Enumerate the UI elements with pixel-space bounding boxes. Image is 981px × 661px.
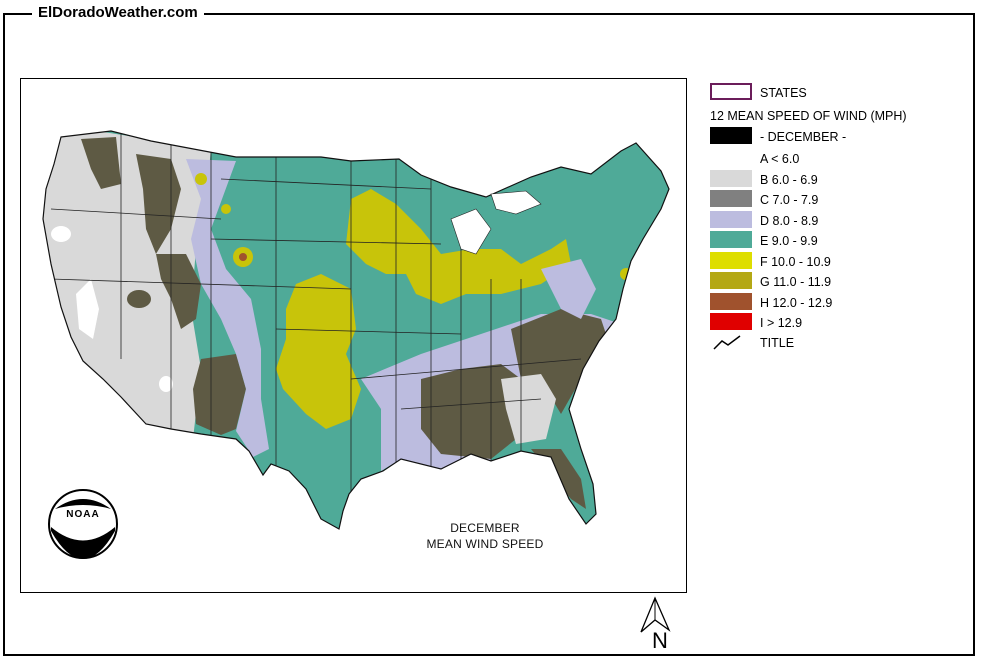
wind-speed-map[interactable]: [21, 79, 688, 594]
state-boundaries: [50, 131, 582, 509]
zone-c-idaho: [136, 154, 181, 254]
legend-class-swatch: [710, 292, 752, 310]
legend-class-swatch: [710, 169, 752, 187]
lake-michigan: [450, 208, 492, 255]
legend-title-row[interactable]: TITLE: [708, 332, 978, 352]
us-outline: [42, 130, 670, 530]
legend-class-label: H 12.0 - 12.9: [760, 295, 833, 310]
zone-f-lakes: [346, 189, 571, 304]
legend-class-row[interactable]: D 8.0 - 8.9: [708, 210, 978, 230]
legend-class-row[interactable]: G 11.0 - 11.9: [708, 271, 978, 291]
zone-c-cascades: [81, 137, 121, 189]
map-frame: DECEMBER MEAN WIND SPEED NOAA: [20, 78, 687, 593]
zone-d-rockies: [186, 159, 269, 457]
legend-class-label: I > 12.9: [760, 316, 803, 330]
noaa-logo-text: NOAA: [66, 509, 100, 520]
legend-states-row[interactable]: STATES: [708, 82, 978, 102]
legend-class-label: E 9.0 - 9.9: [760, 234, 818, 248]
legend-month-row: - DECEMBER -: [708, 126, 978, 146]
legend-class-swatch: [710, 149, 752, 166]
zone-f-plains: [276, 274, 361, 429]
legend-class-row[interactable]: H 12.0 - 12.9: [708, 292, 978, 312]
legend-class-swatch: [710, 313, 752, 330]
zone-c-deep-south: [421, 364, 521, 459]
legend-class-label: A < 6.0: [760, 152, 800, 166]
legend-month-label: - DECEMBER -: [760, 130, 847, 144]
title-line-icon: [713, 335, 741, 350]
legend-class-swatch: [710, 251, 752, 269]
map-caption-line2: MEAN WIND SPEED: [426, 537, 544, 551]
legend-class-swatch: [710, 231, 752, 248]
december-swatch: [710, 127, 752, 144]
legend-class-label: F 10.0 - 10.9: [760, 254, 831, 269]
legend-class-row[interactable]: C 7.0 - 7.9: [708, 189, 978, 209]
states-outline-swatch: [710, 83, 752, 100]
zone-f-montana-spot: [195, 173, 207, 185]
legend-class-row[interactable]: E 9.0 - 9.9: [708, 230, 978, 250]
legend-title-label: TITLE: [760, 336, 795, 350]
noaa-wing-icon: [55, 499, 111, 509]
zone-c-newmexico: [193, 354, 246, 435]
north-label: N: [652, 628, 668, 653]
legend-class-label: G 11.0 - 11.9: [760, 275, 832, 289]
legend-class-label: D 8.0 - 8.9: [760, 213, 819, 228]
site-title[interactable]: ElDoradoWeather.com: [32, 4, 204, 22]
zone-b-georgia: [501, 374, 556, 444]
legend-layer-title: 12 MEAN SPEED OF WIND (MPH): [710, 109, 907, 123]
zone-c-carolinas: [511, 309, 611, 414]
zone-a-arizona: [159, 376, 173, 392]
legend-class-swatch: [710, 190, 752, 207]
outer-frame: [3, 13, 975, 656]
zone-a-nevada: [76, 279, 99, 339]
zone-h-wyoming-spot: [239, 253, 247, 261]
legend-class-label: C 7.0 - 7.9: [760, 193, 819, 207]
legend-class-row[interactable]: B 6.0 - 6.9: [708, 169, 978, 189]
zone-d-appalachia: [541, 259, 596, 319]
north-arrow-icon: [640, 596, 671, 633]
zone-f-montana-spot-2: [221, 204, 231, 214]
legend-class-swatch: [710, 210, 752, 228]
legend-class-label: B 6.0 - 6.9: [760, 172, 818, 187]
zone-a-oregon: [51, 226, 71, 242]
legend-layer-title-row[interactable]: 12 MEAN SPEED OF WIND (MPH): [708, 105, 978, 125]
map-caption-line1: DECEMBER: [450, 521, 520, 535]
lake-superior: [490, 190, 542, 215]
legend-class-row[interactable]: A < 6.0: [708, 148, 978, 168]
zone-c-nevada-spot: [127, 290, 151, 308]
legend-class-row[interactable]: I > 12.9: [708, 312, 978, 332]
legend-class-swatch: [710, 272, 752, 289]
noaa-logo[interactable]: [48, 489, 118, 559]
zone-c-utah: [156, 254, 201, 329]
legend-class-row[interactable]: F 10.0 - 10.9: [708, 251, 978, 271]
legend-states-label: STATES: [760, 86, 807, 100]
noaa-gull-icon: [51, 527, 115, 559]
